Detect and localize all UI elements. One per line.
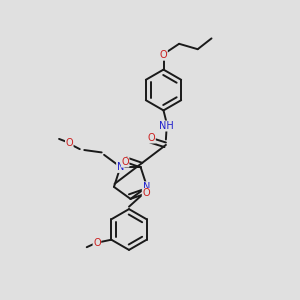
Text: O: O [65,138,73,148]
Text: N: N [117,162,124,172]
Text: O: O [148,133,155,143]
Text: O: O [142,188,150,199]
Text: O: O [121,157,129,167]
Text: N: N [143,182,151,192]
Text: O: O [160,50,167,60]
Text: NH: NH [159,121,174,131]
Text: O: O [93,238,101,248]
